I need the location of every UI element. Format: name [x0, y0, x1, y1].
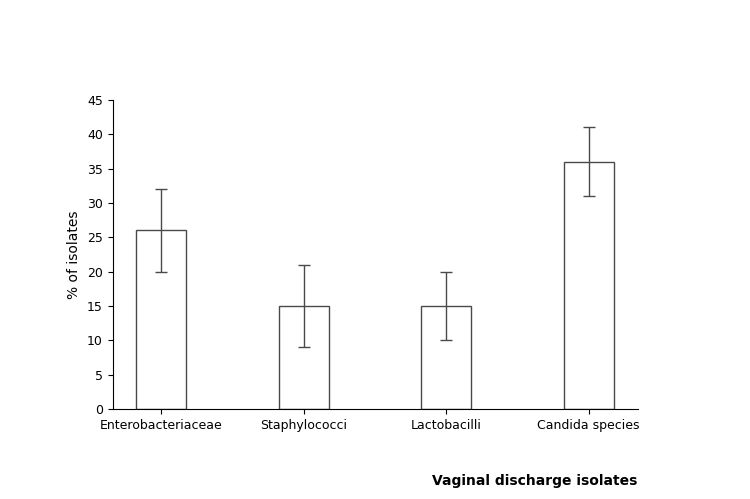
Y-axis label: % of isolates: % of isolates: [68, 210, 81, 299]
Text: Vaginal discharge isolates: Vaginal discharge isolates: [432, 474, 638, 488]
Bar: [564, 162, 614, 409]
Bar: [136, 231, 186, 409]
Bar: [422, 306, 471, 409]
Bar: [279, 306, 328, 409]
